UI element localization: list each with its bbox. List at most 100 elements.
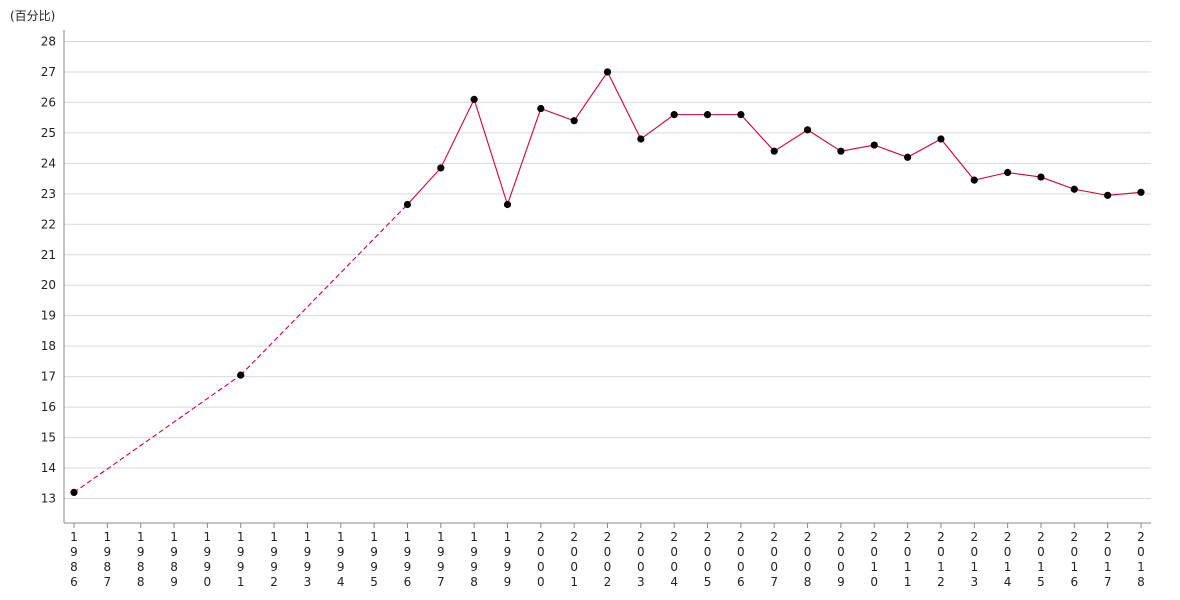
- y-tick-label-13: 13: [41, 492, 56, 506]
- series-segment-1999-2000: [506, 108, 542, 205]
- series-segment-2013-2014: [974, 171, 1008, 181]
- series-segment-1996-1997: [407, 167, 442, 205]
- data-point-2011: [903, 153, 912, 161]
- data-point-2004: [670, 111, 678, 119]
- y-axis-unit-label: (百分比): [10, 9, 55, 23]
- series-segment-1991-1996: [240, 204, 408, 376]
- series-segment-2008-2009: [807, 129, 842, 152]
- data-point-1996: [403, 200, 412, 209]
- data-point-2000: [537, 104, 545, 113]
- y-tick-label-28: 28: [41, 35, 56, 49]
- y-tick-label-19: 19: [41, 309, 56, 323]
- y-tick-label-27: 27: [41, 65, 56, 79]
- y-tick-label-20: 20: [41, 278, 56, 292]
- data-point-1986: [70, 488, 78, 497]
- data-point-2016: [1070, 185, 1078, 193]
- data-point-2018: [1137, 188, 1145, 196]
- axis-layer: [63, 30, 1151, 528]
- y-tick-label-25: 25: [41, 126, 56, 140]
- y-tick-label-23: 23: [41, 187, 56, 201]
- data-point-1999: [503, 200, 512, 209]
- series-segment-1997-1998: [440, 99, 475, 169]
- data-point-1997: [437, 164, 445, 172]
- grid-layer: [64, 41, 1151, 499]
- data-point-2013: [970, 176, 978, 184]
- data-point-2017: [1104, 191, 1112, 199]
- series-segment-2016-2017: [1074, 188, 1108, 196]
- data-point-2007: [770, 147, 778, 155]
- data-point-2015: [1037, 173, 1045, 181]
- y-tick-label-14: 14: [41, 461, 56, 475]
- series-segment-2011-2012: [907, 138, 942, 158]
- series-segment-2000-2001: [540, 108, 575, 122]
- series-segment-2015-2016: [1040, 176, 1075, 190]
- y-tick-label-18: 18: [41, 339, 56, 353]
- series-segment-2007-2008: [773, 129, 808, 152]
- data-point-2012: [937, 135, 945, 143]
- data-point-1998: [470, 95, 478, 103]
- series-segment-2003-2004: [640, 114, 675, 140]
- series-segment-1986-1991: [73, 374, 242, 493]
- y-tick-label-21: 21: [41, 248, 56, 262]
- tick-label-layer: 13 14 15 16 17 18 19 20 21 22 23 24 25 26 27 28 1 9 8 6 1 9 8 7…: [41, 35, 1145, 590]
- series-segment-2014-2015: [1007, 171, 1042, 178]
- series-segment-2012-2013: [940, 138, 975, 181]
- y-tick-label-24: 24: [41, 156, 56, 170]
- data-point-2010: [870, 141, 878, 149]
- series-segment-2006-2007: [740, 114, 775, 152]
- y-tick-label-15: 15: [41, 431, 56, 445]
- data-point-2002: [603, 68, 612, 76]
- data-point-2009: [837, 147, 845, 155]
- series-segment-1998-1999: [473, 99, 508, 205]
- data-point-2001: [570, 117, 578, 125]
- series-line-layer: [73, 71, 1142, 493]
- series-segment-2009-2010: [840, 144, 875, 152]
- y-tick-label-17: 17: [41, 370, 56, 384]
- y-tick-label-22: 22: [41, 217, 56, 231]
- y-tick-label-16: 16: [41, 400, 56, 414]
- data-point-2006: [737, 111, 745, 119]
- series-segment-2002-2003: [607, 71, 642, 140]
- data-point-layer: [70, 68, 1145, 497]
- y-tick-label-26: 26: [41, 95, 56, 109]
- series-segment-2001-2002: [573, 71, 608, 122]
- data-point-1991: [237, 371, 245, 379]
- series-segment-2010-2011: [874, 144, 908, 158]
- data-point-2005: [703, 111, 712, 119]
